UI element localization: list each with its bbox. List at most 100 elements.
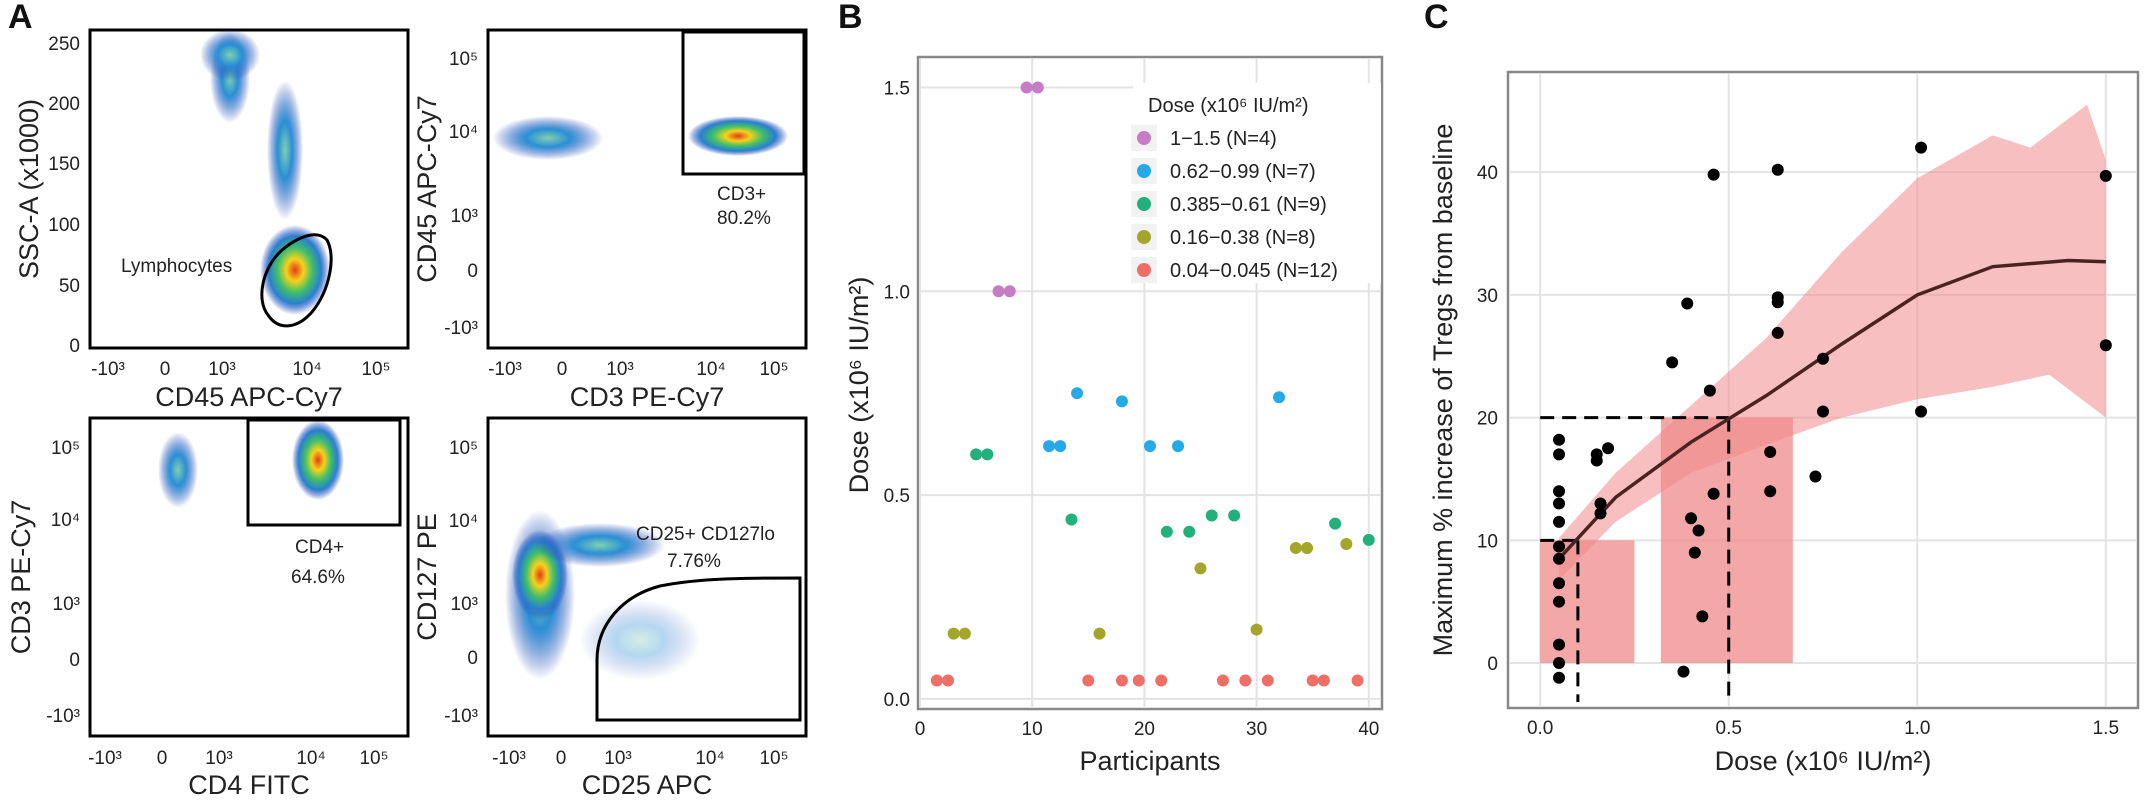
legend-background bbox=[1133, 83, 1381, 283]
y-axis-title: SSC-A (x1000) bbox=[14, 99, 44, 279]
y-tick: 150 bbox=[48, 154, 80, 175]
y-tick: 10³ bbox=[53, 594, 80, 615]
data-point bbox=[1003, 285, 1016, 298]
y-tick: 100 bbox=[48, 215, 80, 236]
density-cloud bbox=[267, 80, 303, 220]
y-tick-labels: 10⁵ 10⁴ 10³ 0 -10³ bbox=[444, 438, 478, 727]
data-point bbox=[1020, 81, 1033, 94]
y-axis-title: CD3 PE-Cy7 bbox=[6, 500, 36, 655]
y-tick: 10³ bbox=[451, 594, 478, 615]
gate-percent: 64.6% bbox=[291, 567, 345, 588]
data-point bbox=[1590, 454, 1603, 467]
data-point bbox=[1351, 674, 1364, 687]
y-tick: 10⁵ bbox=[449, 49, 478, 70]
data-point bbox=[1696, 610, 1709, 623]
data-point bbox=[1553, 671, 1566, 684]
y-tick: 0 bbox=[467, 648, 478, 669]
y-tick-label: 10 bbox=[1477, 531, 1498, 552]
data-point bbox=[1703, 384, 1716, 397]
y-tick: -10³ bbox=[444, 318, 478, 339]
x-tick-label: 1.5 bbox=[2093, 718, 2119, 739]
data-point bbox=[1677, 665, 1690, 678]
data-point bbox=[1362, 533, 1375, 546]
ci-band bbox=[1559, 104, 2106, 580]
density-cloud bbox=[292, 420, 344, 500]
y-tick: 10⁴ bbox=[51, 510, 80, 531]
data-point bbox=[1194, 562, 1207, 575]
data-point bbox=[1065, 513, 1078, 526]
x-tick-labels: -10³ 0 10³ 10⁴ 10⁵ bbox=[492, 748, 788, 769]
y-tick: 0 bbox=[69, 336, 80, 357]
data-point bbox=[1160, 525, 1173, 538]
legend-label: 0.04−0.045 (N=12) bbox=[1170, 260, 1338, 282]
data-point bbox=[930, 674, 943, 687]
data-point bbox=[1553, 448, 1566, 461]
panel-label-c: C bbox=[1424, 0, 1449, 36]
legend-marker bbox=[1137, 230, 1151, 244]
x-tick: 10⁴ bbox=[296, 748, 325, 769]
data-point bbox=[1273, 391, 1286, 404]
x-axis-title: Dose (x10⁶ IU/m²) bbox=[1715, 746, 1932, 776]
data-point bbox=[1553, 515, 1566, 528]
x-tick: -10³ bbox=[488, 359, 522, 380]
fit-curve bbox=[1557, 258, 2106, 560]
x-tick-label: 20 bbox=[1134, 719, 1155, 740]
x-axis-title: CD3 PE-Cy7 bbox=[570, 382, 725, 412]
legend-label: 0.385−0.61 (N=9) bbox=[1170, 194, 1327, 216]
y-tick: 10³ bbox=[451, 206, 478, 227]
data-point bbox=[992, 285, 1005, 298]
panel-label-b: B bbox=[838, 0, 863, 36]
x-axis-title: CD45 APC-Cy7 bbox=[155, 382, 343, 412]
gate-percent: 7.76% bbox=[667, 551, 721, 572]
data-point bbox=[1205, 509, 1218, 522]
panel-label-a: A bbox=[8, 0, 33, 36]
y-tick: -10³ bbox=[444, 706, 478, 727]
legend-marker bbox=[1137, 164, 1151, 178]
data-point bbox=[1115, 395, 1128, 408]
x-tick-label: 0.5 bbox=[1716, 718, 1742, 739]
legend-label: 0.62−0.99 (N=7) bbox=[1170, 161, 1316, 183]
data-point bbox=[1707, 487, 1720, 500]
y-tick: -10³ bbox=[46, 706, 80, 727]
data-points bbox=[1553, 141, 2112, 684]
density-cloud bbox=[688, 116, 788, 156]
x-tick: 10⁴ bbox=[292, 359, 321, 380]
flow-plot-cd3: CD3+ 80.2% 10⁵ 10⁴ 10³ 0 -10³ -10³ 0 10³… bbox=[412, 28, 808, 412]
data-point bbox=[1289, 542, 1302, 555]
y-tick-label: 30 bbox=[1477, 286, 1498, 307]
data-point bbox=[947, 627, 960, 640]
data-point bbox=[2099, 339, 2112, 352]
data-point bbox=[1043, 440, 1056, 453]
data-point bbox=[1261, 674, 1274, 687]
gate-label: Lymphocytes bbox=[121, 256, 232, 277]
y-tick-label: 40 bbox=[1477, 163, 1498, 184]
data-point bbox=[1553, 540, 1566, 553]
x-tick: 10³ bbox=[606, 359, 633, 380]
data-point bbox=[1228, 509, 1241, 522]
data-point bbox=[1685, 512, 1698, 525]
data-point bbox=[1082, 674, 1095, 687]
data-point bbox=[1115, 674, 1128, 687]
y-tick-labels: 10⁵ 10⁴ 10³ 0 -10³ bbox=[444, 49, 478, 339]
gate-percent: 80.2% bbox=[717, 208, 771, 229]
x-tick-label: 0 bbox=[915, 719, 926, 740]
tick-labels: 0.0 0.5 1.0 1.5 0 10 20 30 40 bbox=[1477, 163, 2119, 739]
x-tick: 10⁵ bbox=[759, 748, 788, 769]
x-tick-label: 1.0 bbox=[1904, 718, 1930, 739]
data-point bbox=[1172, 440, 1185, 453]
x-tick: 10⁵ bbox=[759, 359, 788, 380]
dose-by-participant-chart: 0 10 20 30 40 0.0 0.5 1.0 1.5 Dose (x10⁶ IU/m²) … bbox=[844, 55, 1384, 776]
y-tick: 10⁴ bbox=[449, 511, 478, 532]
data-point bbox=[970, 448, 983, 461]
x-tick-label: 30 bbox=[1246, 719, 1267, 740]
x-tick-label: 0.0 bbox=[1527, 718, 1553, 739]
data-point bbox=[1553, 638, 1566, 651]
data-point bbox=[1340, 537, 1353, 550]
x-axis-title: Participants bbox=[1079, 746, 1220, 776]
legend-marker bbox=[1137, 263, 1151, 277]
gate-outline bbox=[246, 418, 402, 527]
data-point bbox=[1594, 507, 1607, 520]
x-tick: 0 bbox=[556, 748, 567, 769]
